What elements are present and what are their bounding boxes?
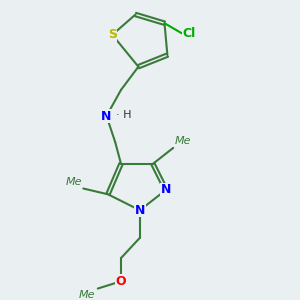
Text: N: N [161, 183, 171, 196]
Text: Me: Me [78, 290, 95, 300]
Text: Cl: Cl [182, 27, 196, 40]
Text: N: N [101, 110, 112, 122]
Text: Me: Me [175, 136, 191, 146]
Text: O: O [116, 275, 126, 288]
Text: · H: · H [116, 110, 131, 119]
Text: N: N [135, 204, 145, 217]
Text: S: S [108, 28, 117, 41]
Text: Me: Me [65, 177, 82, 187]
